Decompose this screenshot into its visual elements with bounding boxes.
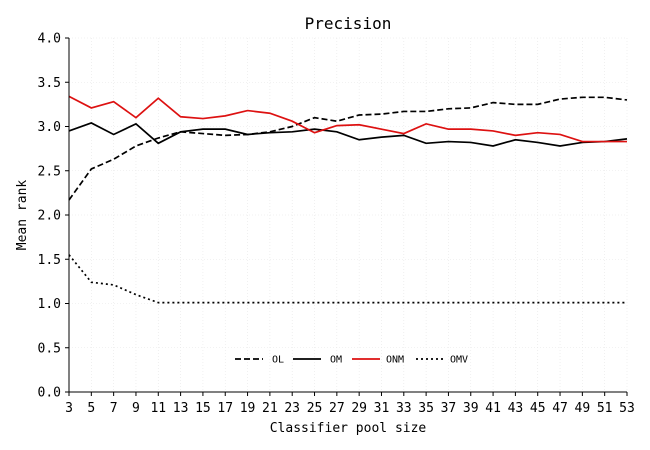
x-tick-label: 35 bbox=[418, 401, 434, 416]
x-ticks: 3 5 7 9 11 13 15 17 19 21 23 25 27 29 31 33 35 37 39 41 43 45… bbox=[65, 392, 635, 416]
chart-title: Precision bbox=[305, 14, 392, 33]
x-tick-label: 11 bbox=[150, 401, 166, 416]
series-line-onm bbox=[68, 95, 627, 143]
legend-label-omv: OMV bbox=[450, 355, 468, 366]
x-tick-label: 25 bbox=[307, 401, 323, 416]
y-tick-label: 1.5 bbox=[38, 253, 61, 268]
x-tick-label: 51 bbox=[597, 401, 613, 416]
y-tick-label: 3.5 bbox=[38, 76, 61, 91]
x-tick-label: 15 bbox=[195, 401, 211, 416]
x-tick-label: 53 bbox=[619, 401, 635, 416]
y-tick-label: 3.0 bbox=[38, 120, 61, 135]
y-tick-label: 4.0 bbox=[38, 32, 61, 47]
x-tick-label: 31 bbox=[374, 401, 390, 416]
x-tick-label: 17 bbox=[217, 401, 233, 416]
series-line-omv bbox=[68, 254, 627, 304]
x-tick-label: 43 bbox=[508, 401, 524, 416]
y-tick-label: 0.5 bbox=[38, 341, 61, 356]
y-tick-label: 2.0 bbox=[38, 209, 61, 224]
legend-label-onm: ONM bbox=[386, 355, 404, 366]
y-axis-title: Mean rank bbox=[15, 180, 30, 251]
x-tick-label: 7 bbox=[110, 401, 118, 416]
legend: OL OM ONM OMV bbox=[235, 355, 468, 366]
x-tick-label: 9 bbox=[132, 401, 140, 416]
y-tick-label: 0.0 bbox=[38, 386, 61, 401]
x-tick-label: 13 bbox=[173, 401, 189, 416]
legend-label-ol: OL bbox=[272, 355, 284, 366]
x-tick-label: 45 bbox=[530, 401, 546, 416]
x-tick-label: 27 bbox=[329, 401, 345, 416]
x-tick-label: 37 bbox=[441, 401, 457, 416]
x-tick-label: 41 bbox=[485, 401, 501, 416]
legend-label-om: OM bbox=[330, 355, 342, 366]
x-tick-label: 19 bbox=[240, 401, 256, 416]
grid-lines bbox=[68, 37, 628, 393]
y-ticks: 0.0 0.5 1.0 1.5 2.0 2.5 3.0 3.5 4.0 bbox=[38, 32, 69, 401]
x-tick-label: 29 bbox=[351, 401, 367, 416]
x-tick-label: 3 bbox=[65, 401, 73, 416]
x-tick-label: 33 bbox=[396, 401, 412, 416]
x-tick-label: 23 bbox=[284, 401, 300, 416]
x-tick-label: 49 bbox=[575, 401, 591, 416]
x-tick-label: 47 bbox=[552, 401, 568, 416]
x-axis-title: Classifier pool size bbox=[270, 421, 427, 436]
series-line-om bbox=[68, 122, 628, 147]
series-lines bbox=[68, 95, 628, 304]
x-tick-label: 39 bbox=[463, 401, 479, 416]
x-tick-label: 21 bbox=[262, 401, 278, 416]
x-tick-label: 5 bbox=[87, 401, 95, 416]
y-tick-label: 2.5 bbox=[38, 164, 61, 179]
series-line-ol bbox=[68, 96, 628, 201]
y-tick-label: 1.0 bbox=[38, 297, 61, 312]
